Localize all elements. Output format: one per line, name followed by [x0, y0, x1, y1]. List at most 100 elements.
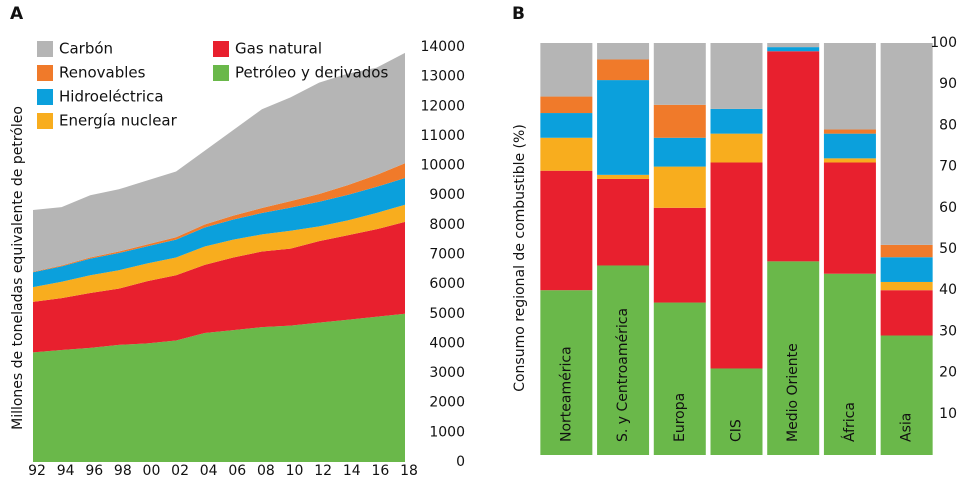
legend-label: Hidroeléctrica	[59, 88, 164, 106]
legend-swatch	[37, 113, 53, 129]
y-tick-label: 12000	[420, 98, 465, 114]
bar-segment	[597, 265, 650, 455]
x-tick-label: 00	[143, 463, 161, 479]
bar-segment	[653, 302, 706, 455]
y-tick-label: 11000	[420, 128, 465, 144]
bar-segment	[823, 129, 876, 134]
bar-segment	[880, 257, 933, 282]
bar-segment	[767, 261, 820, 455]
category-label: S. y Centroamérica	[615, 308, 631, 442]
bar-segment	[823, 158, 876, 163]
bar-segment	[653, 104, 706, 138]
bar-segment	[880, 244, 933, 258]
y-axis-label: Millones de toneladas equivalente de pet…	[10, 106, 26, 430]
bar-segment	[597, 80, 650, 175]
y-tick-label: 1000	[429, 424, 465, 440]
area	[33, 52, 405, 272]
x-tick-label: 16	[371, 463, 389, 479]
bar-segment	[597, 43, 650, 60]
y-tick-label: 30	[939, 323, 957, 339]
x-tick-label: 98	[114, 463, 132, 479]
bar-segment	[823, 273, 876, 455]
bar-segment	[710, 162, 763, 369]
y-axis-label: Consumo regional de combustible (%)	[512, 124, 528, 392]
legend-label: Renovables	[59, 64, 146, 82]
y-tick-label: 40	[939, 282, 957, 298]
x-tick-label: 08	[257, 463, 275, 479]
bar-segment	[823, 43, 876, 130]
bar-segment	[710, 368, 763, 455]
x-tick-label: 94	[57, 463, 75, 479]
y-tick-label: 7000	[429, 247, 465, 263]
y-tick-label: 8000	[429, 217, 465, 233]
legend-label: Energía nuclear	[59, 112, 178, 130]
bar-segment	[653, 166, 706, 208]
x-tick-label: 04	[200, 463, 218, 479]
y-tick-label: 13000	[420, 69, 465, 85]
bar-segment	[880, 281, 933, 291]
bar-segment	[540, 290, 593, 455]
panel-label: B	[512, 4, 525, 24]
x-tick-label: 02	[171, 463, 189, 479]
bar-segment	[710, 108, 763, 134]
bar-segment	[540, 170, 593, 291]
y-tick-label: 70	[939, 159, 957, 175]
y-tick-label: 20	[939, 365, 957, 381]
category-label: Norteamérica	[558, 346, 574, 442]
bar-segment	[540, 137, 593, 171]
x-tick-label: 10	[286, 463, 304, 479]
category-label: CIS	[729, 419, 745, 442]
legend-swatch	[37, 65, 53, 81]
area	[33, 313, 405, 462]
legend-label: Gas natural	[235, 40, 322, 58]
y-tick-label: 90	[939, 76, 957, 92]
legend-swatch	[37, 41, 53, 57]
bar-segment	[767, 51, 820, 262]
y-tick-label: 2000	[429, 395, 465, 411]
bar-segment	[597, 174, 650, 179]
bar-segment	[823, 162, 876, 274]
x-tick-label: 18	[400, 463, 418, 479]
category-label: Asia	[899, 413, 915, 442]
area	[33, 178, 405, 288]
panel-label: A	[10, 4, 24, 24]
y-tick-label: 60	[939, 200, 957, 216]
bar-segment	[880, 335, 933, 455]
y-tick-label: 0	[456, 454, 465, 470]
y-tick-label: 100	[930, 35, 957, 51]
bar-segment	[767, 47, 820, 52]
category-label: Europa	[672, 393, 688, 442]
y-tick-label: 80	[939, 117, 957, 133]
category-label: Medio Oriente	[785, 343, 801, 442]
category-label: África	[841, 402, 858, 442]
legend-label: Petróleo y derivados	[235, 64, 388, 82]
area	[33, 204, 405, 302]
bar-segment	[540, 96, 593, 114]
bar-segment	[653, 43, 706, 105]
y-tick-label: 3000	[429, 365, 465, 381]
y-tick-label: 9000	[429, 187, 465, 203]
x-tick-label: 96	[85, 463, 103, 479]
y-tick-label: 5000	[429, 306, 465, 322]
bar-segment	[597, 178, 650, 266]
bar-segment	[653, 207, 706, 303]
legend-swatch	[37, 89, 53, 105]
y-tick-label: 14000	[420, 39, 465, 55]
bar-segment	[767, 43, 820, 48]
y-tick-label: 10000	[420, 158, 465, 174]
x-tick-label: 06	[228, 463, 246, 479]
bar-segment	[597, 59, 650, 81]
legend-label: Carbón	[59, 40, 113, 58]
legend-swatch	[213, 41, 229, 57]
bar-segment	[653, 137, 706, 167]
y-tick-label: 6000	[429, 276, 465, 292]
legend-swatch	[213, 65, 229, 81]
bar-segment	[710, 43, 763, 109]
x-tick-label: 12	[314, 463, 332, 479]
y-tick-label: 50	[939, 241, 957, 257]
x-tick-label: 14	[343, 463, 361, 479]
bar-segment	[540, 113, 593, 138]
bar-segment	[710, 133, 763, 163]
area	[33, 221, 405, 353]
